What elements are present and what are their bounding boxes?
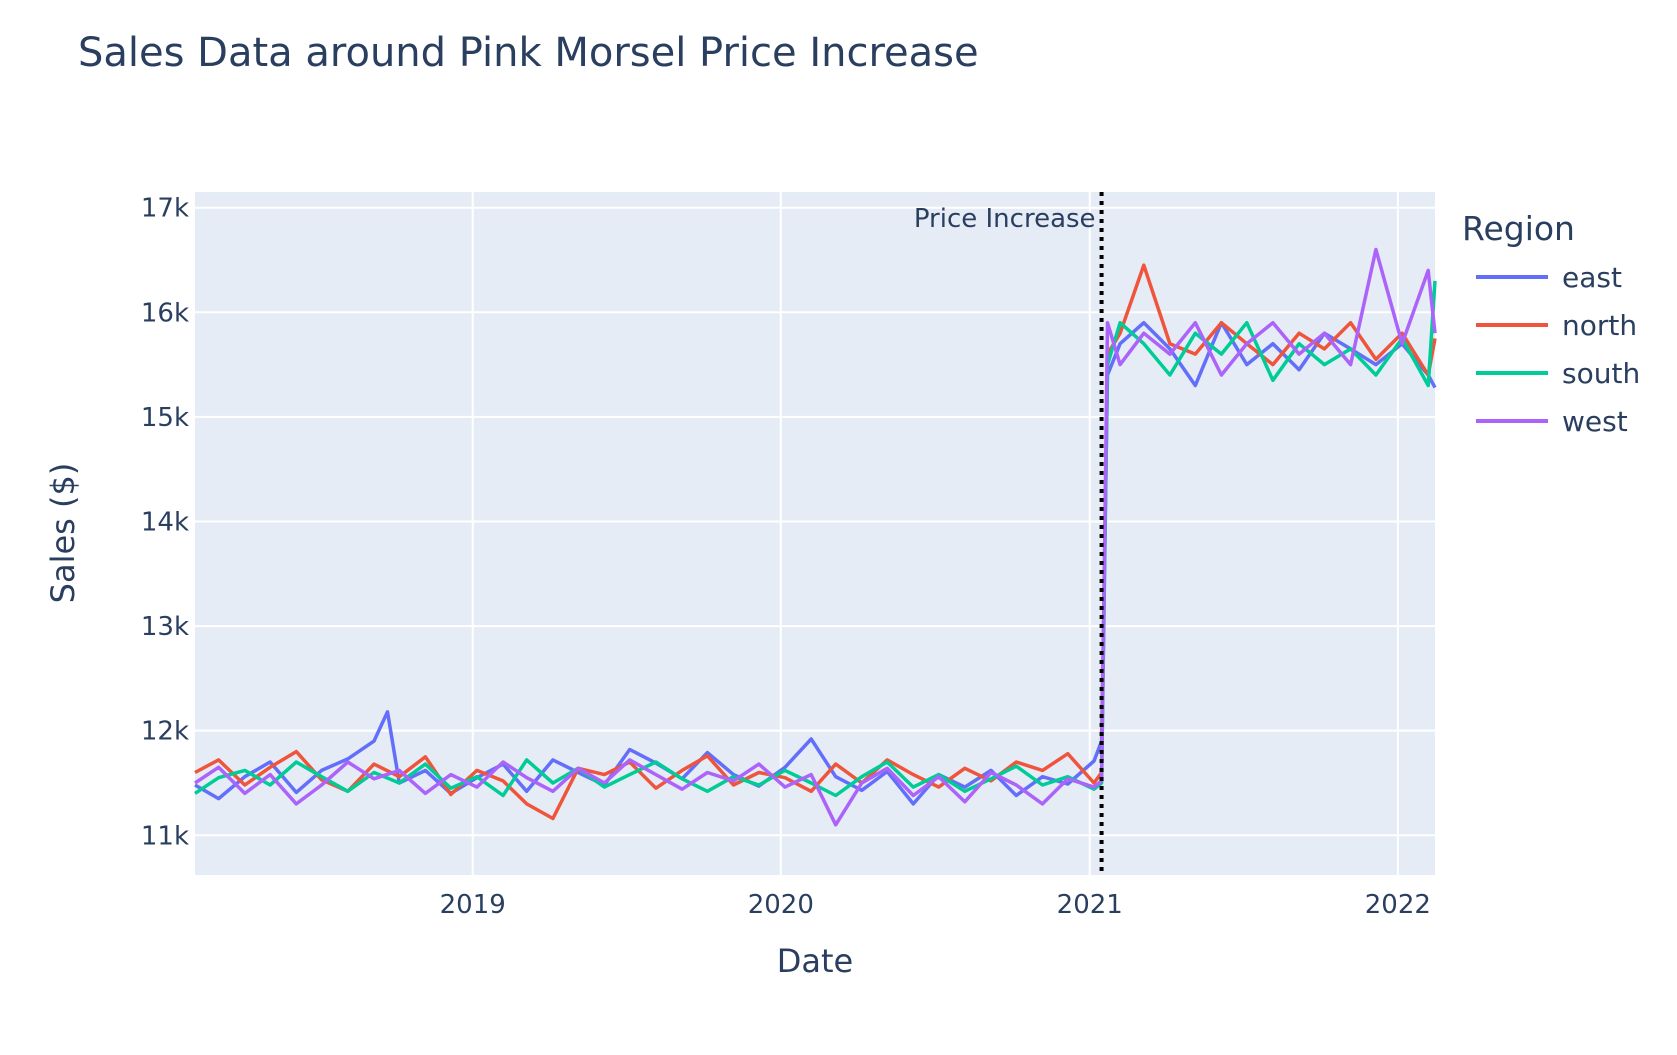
x-tick-label: 2020 — [748, 890, 814, 920]
legend-item-north: north — [1562, 309, 1637, 342]
gridlines — [195, 192, 1435, 875]
plot-area — [195, 192, 1435, 875]
chart-title: Sales Data around Pink Morsel Price Incr… — [78, 30, 979, 76]
x-tick-label: 2022 — [1365, 890, 1431, 920]
x-axis-title: Date — [777, 942, 853, 980]
series-line-east — [194, 320, 1437, 806]
x-tick-label: 2019 — [440, 890, 506, 920]
x-tick-label: 2021 — [1057, 890, 1123, 920]
series-lines — [194, 247, 1437, 827]
y-tick-label: 15k — [141, 403, 189, 433]
y-tick-label: 17k — [141, 194, 189, 224]
legend-item-south: south — [1562, 357, 1640, 390]
legend-item-west: west — [1562, 405, 1628, 438]
series-line-north — [194, 263, 1437, 821]
series-line-west — [194, 247, 1437, 827]
series-line-south — [194, 280, 1437, 798]
legend: Region east north south west — [1462, 209, 1640, 438]
tick-labels: 11k 12k 13k 14k 15k 16k 17k 2019 2020 2021 2022 — [141, 194, 1431, 920]
y-tick-label: 13k — [141, 612, 189, 642]
price-increase-label: Price Increase — [914, 204, 1096, 234]
legend-item-east: east — [1562, 261, 1622, 294]
annotation: Price Increase — [914, 192, 1104, 875]
y-tick-label: 12k — [141, 717, 189, 747]
y-tick-label: 16k — [141, 298, 189, 328]
legend-title: Region — [1462, 209, 1575, 248]
y-tick-label: 11k — [141, 821, 189, 851]
y-axis-title: Sales ($) — [44, 463, 82, 604]
y-tick-label: 14k — [141, 507, 189, 537]
